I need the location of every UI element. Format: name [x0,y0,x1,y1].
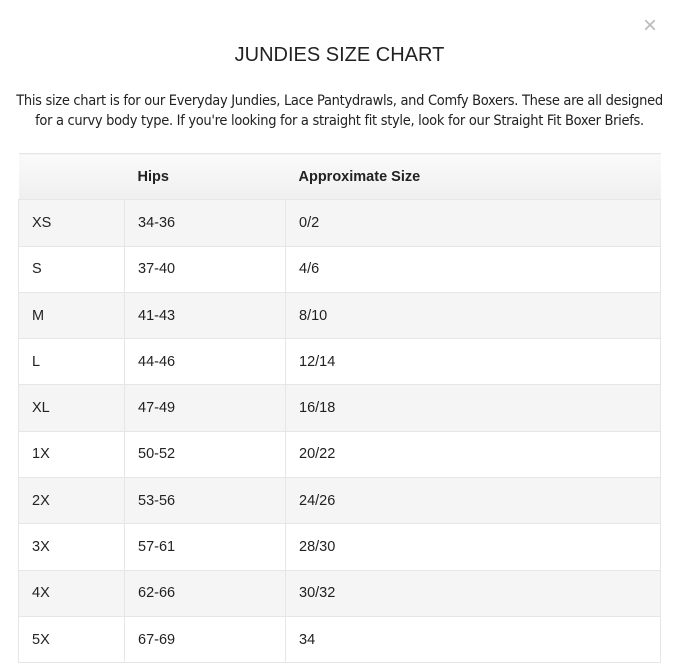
hips-cell: 41-43 [124,291,286,340]
hips-cell: 44-46 [124,338,286,386]
approx-size-cell: 24/26 [285,477,661,525]
hips-cell: 34-36 [124,199,286,247]
approx-size-cell: 30/32 [285,569,661,617]
hips-cell: 47-49 [124,384,286,432]
table-row: M 41-43 8/10 [18,291,661,340]
header-size [18,152,125,201]
size-cell: S [18,245,125,293]
table-row: XL 47-49 16/18 [18,384,661,432]
size-cell: 1X [18,430,125,479]
hips-cell: 50-52 [124,430,286,479]
hips-cell: 57-61 [124,523,286,571]
size-cell: L [18,338,125,386]
table-row: L 44-46 12/14 [18,338,661,386]
approx-size-cell: 28/30 [285,523,661,571]
table-row: 5X 67-69 34 [18,615,661,664]
approx-size-cell: 0/2 [285,199,661,247]
hips-cell: 37-40 [124,245,286,293]
hips-cell: 67-69 [124,615,286,664]
size-chart-table: Hips Approximate Size XS 34-36 0/2 S 37-40 4/… [18,152,661,664]
table-header-row: Hips Approximate Size [18,152,661,201]
approx-size-cell: 16/18 [285,384,661,432]
header-hips: Hips [124,152,286,201]
close-icon[interactable]: × [643,12,658,39]
table-row: 2X 53-56 24/26 [18,477,661,525]
page-title: JUNDIES SIZE CHART [234,44,445,66]
header-approximate-size: Approximate Size [285,152,661,201]
approx-size-cell: 12/14 [285,338,661,386]
size-cell: 2X [18,477,125,525]
size-cell: M [18,291,125,340]
hips-cell: 62-66 [124,569,286,617]
table-row: XS 34-36 0/2 [18,199,661,247]
table-row: S 37-40 4/6 [18,245,661,293]
size-cell: 3X [18,523,125,571]
approx-size-cell: 34 [285,615,661,664]
approx-size-cell: 20/22 [285,430,661,479]
size-cell: 5X [18,615,125,664]
size-cell: 4X [18,569,125,617]
approx-size-cell: 4/6 [285,245,661,293]
approx-size-cell: 8/10 [285,291,661,340]
description: This size chart is for our Everyday Jund… [16,93,663,129]
size-cell: XS [18,199,125,247]
size-cell: XL [18,384,125,432]
table-row: 4X 62-66 30/32 [18,569,661,617]
table-row: 1X 50-52 20/22 [18,430,661,479]
hips-cell: 53-56 [124,477,286,525]
table-row: 3X 57-61 28/30 [18,523,661,571]
